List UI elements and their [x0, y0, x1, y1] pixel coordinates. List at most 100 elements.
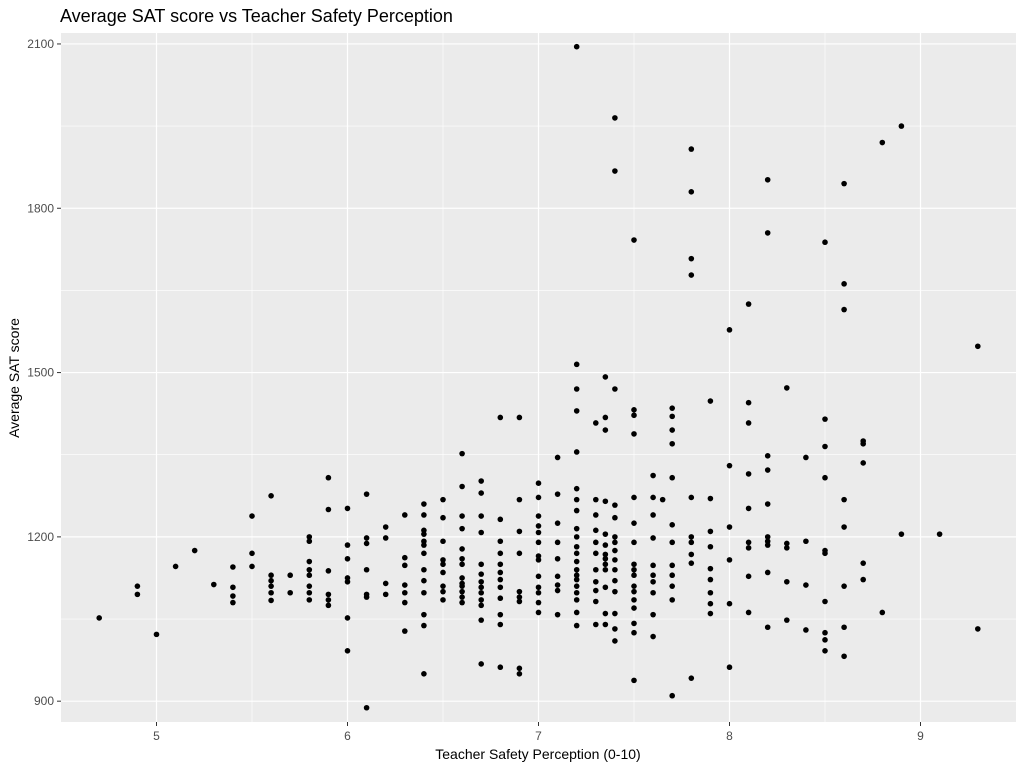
- x-tick-label: 6: [344, 729, 351, 743]
- data-point: [688, 534, 695, 540]
- data-point: [612, 115, 618, 121]
- data-point: [573, 507, 580, 514]
- data-point: [421, 671, 427, 677]
- data-point: [593, 512, 599, 518]
- data-point: [745, 471, 752, 477]
- data-point: [669, 692, 675, 699]
- x-axis-title: Teacher Safety Perception (0-10): [435, 746, 640, 762]
- data-point: [573, 576, 580, 583]
- data-point: [440, 583, 446, 589]
- data-point: [459, 599, 465, 606]
- data-point: [402, 589, 408, 596]
- data-point: [631, 561, 637, 568]
- data-point: [745, 539, 752, 546]
- data-point: [516, 496, 523, 503]
- data-point: [249, 550, 255, 557]
- data-point: [631, 605, 637, 611]
- data-point: [516, 598, 523, 605]
- data-point: [402, 562, 408, 569]
- data-point: [573, 43, 580, 50]
- data-point: [669, 583, 675, 589]
- data-point: [421, 501, 427, 507]
- data-point: [764, 534, 771, 540]
- data-point: [650, 535, 656, 541]
- data-point: [325, 474, 332, 481]
- data-point: [306, 589, 313, 596]
- data-point: [593, 496, 599, 503]
- data-point: [707, 495, 714, 502]
- data-point: [631, 597, 637, 603]
- data-point: [573, 566, 580, 573]
- data-point: [478, 561, 485, 568]
- data-point: [593, 621, 599, 628]
- data-point: [602, 374, 609, 380]
- data-point: [573, 589, 580, 596]
- data-point: [459, 594, 465, 600]
- data-point: [497, 611, 504, 618]
- data-point: [707, 600, 714, 607]
- data-point: [631, 539, 637, 546]
- y-tick-label: 1500: [27, 366, 54, 380]
- data-point: [573, 543, 580, 550]
- data-point: [478, 661, 485, 667]
- data-point: [554, 539, 561, 546]
- data-point: [478, 571, 485, 577]
- data-point: [841, 653, 847, 660]
- data-point: [325, 597, 332, 603]
- data-point: [191, 547, 198, 554]
- data-point: [612, 539, 618, 546]
- data-point: [516, 665, 523, 672]
- data-point: [659, 496, 666, 503]
- data-point: [134, 591, 141, 598]
- data-point: [707, 589, 714, 596]
- data-point: [554, 611, 561, 618]
- data-point: [421, 531, 427, 537]
- data-point: [612, 610, 618, 617]
- data-point: [573, 485, 580, 492]
- data-point: [287, 589, 294, 596]
- data-point: [306, 583, 313, 589]
- data-point: [650, 512, 656, 518]
- data-point: [306, 538, 313, 545]
- data-point: [459, 561, 465, 568]
- y-tick-label: 2100: [27, 37, 54, 51]
- data-point: [602, 542, 609, 548]
- data-point: [975, 343, 981, 350]
- data-point: [573, 496, 580, 503]
- data-point: [764, 176, 771, 183]
- data-point: [573, 558, 580, 565]
- data-point: [650, 562, 656, 569]
- data-point: [249, 563, 255, 570]
- data-point: [602, 414, 609, 421]
- data-point: [612, 638, 618, 644]
- data-point: [573, 572, 580, 579]
- data-point: [402, 554, 408, 561]
- data-point: [841, 524, 847, 530]
- data-point: [573, 609, 580, 616]
- data-point: [841, 306, 847, 313]
- data-point: [421, 566, 427, 573]
- data-point: [268, 572, 274, 579]
- data-point: [554, 491, 561, 497]
- data-point: [516, 528, 523, 535]
- data-point: [650, 472, 656, 479]
- data-point: [688, 539, 695, 546]
- data-point: [822, 416, 828, 422]
- data-point: [478, 529, 485, 536]
- data-point: [516, 594, 523, 600]
- data-point: [803, 627, 809, 633]
- data-point: [631, 629, 637, 636]
- y-tick-label: 900: [34, 694, 54, 708]
- data-point: [803, 538, 809, 545]
- data-point: [497, 538, 504, 545]
- data-point: [497, 584, 504, 591]
- data-point: [459, 450, 465, 457]
- x-tick-label: 7: [535, 729, 542, 743]
- data-point: [573, 361, 580, 368]
- data-point: [669, 539, 675, 546]
- data-point: [573, 408, 580, 414]
- data-point: [669, 562, 675, 569]
- data-point: [478, 602, 485, 609]
- data-point: [841, 624, 847, 631]
- data-points: [96, 43, 981, 711]
